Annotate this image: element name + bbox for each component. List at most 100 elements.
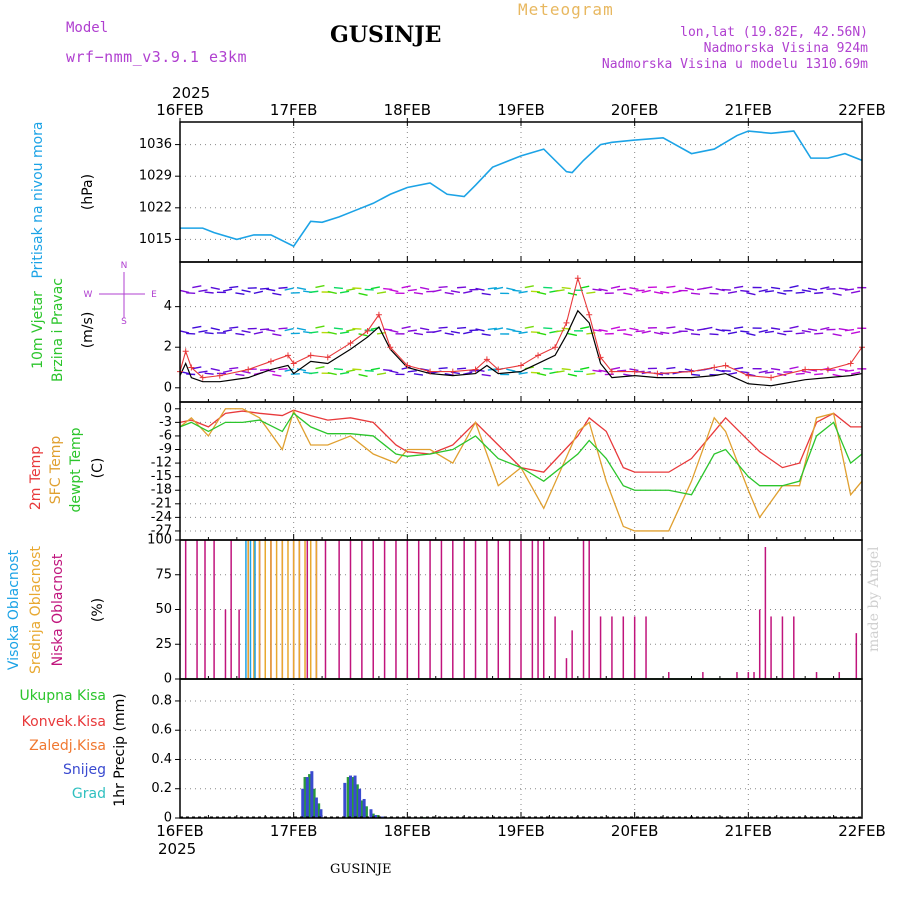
wind-barb [592, 329, 602, 332]
wind-barb [789, 366, 799, 370]
wind-barb [407, 288, 417, 292]
precip-snow-bar [314, 797, 318, 818]
wind-barb [450, 371, 461, 375]
wind-barb [407, 329, 417, 332]
wind-barb [795, 291, 805, 294]
wind-gust-marker [472, 366, 479, 373]
wind-barb [623, 292, 633, 296]
wind-barb [764, 290, 774, 293]
wind-barb [832, 292, 842, 296]
mid-cloud-title: Srednja Oblacnost [28, 546, 44, 674]
wind-barb [666, 366, 676, 370]
precip-total-bar [312, 788, 316, 818]
wind-barb [266, 328, 276, 332]
wind-barb [580, 285, 590, 289]
wind-barb [690, 333, 701, 336]
wind-barb [186, 373, 196, 376]
wind-title-1: 10m Vjetar [30, 291, 46, 369]
wind-barb [493, 286, 504, 290]
wind-barb [610, 366, 621, 371]
wind-barb [346, 328, 356, 332]
precip-total-bar [351, 777, 355, 818]
wind-barb [524, 285, 534, 289]
precip-snow-bar [349, 775, 352, 818]
y-tick-label: -24 [151, 510, 172, 525]
y-tick-label: 100 [147, 533, 172, 548]
wind-barb [777, 372, 787, 377]
wind-barb [309, 331, 319, 334]
y-tick-label: 1029 [139, 169, 172, 184]
wind-barb [586, 372, 596, 376]
wind-barb [844, 288, 855, 291]
wind-barb [339, 331, 350, 335]
wind-barb [740, 289, 750, 293]
compass-w: W [84, 290, 93, 300]
wind-barb [481, 373, 491, 377]
wind-barb [450, 290, 461, 294]
wind-barb [795, 332, 805, 335]
wind-barb [493, 327, 504, 331]
x-tick-label-top: 17FEB [270, 101, 317, 119]
low-cloud-title: Niska Oblacnost [50, 553, 66, 666]
y-tick-label: -12 [151, 456, 172, 471]
wind-barb [352, 368, 362, 371]
wind-barb [721, 329, 731, 332]
wind-barb [186, 292, 196, 295]
cloud-unit: (%) [90, 598, 106, 622]
wind-barb [690, 373, 701, 377]
wind-barb [623, 332, 633, 336]
wind-gust-marker [216, 372, 223, 379]
wind-gust-marker [347, 340, 354, 347]
wind-barb [487, 287, 497, 290]
y-tick-label: 0 [164, 401, 172, 416]
coords-label: lon,lat (19.82E, 42.56N) [680, 25, 868, 40]
wind-barb [641, 289, 651, 294]
wind-barb [450, 330, 461, 334]
high-cloud-title: Visoka Oblacnost [6, 549, 22, 670]
wind-barb [814, 373, 824, 376]
sfc-title: SFC Temp [48, 436, 64, 505]
wind-barb [487, 327, 497, 331]
wind-barb [789, 325, 799, 329]
wind-gust-marker [586, 311, 593, 318]
precip-total-bar [308, 774, 312, 818]
wind-barb [222, 369, 233, 373]
wind-barb [309, 290, 319, 294]
wind-barb [635, 330, 645, 333]
wind-barb [758, 370, 768, 374]
wind-barb [518, 331, 528, 335]
pressure-line [180, 130, 863, 248]
wind-gust-marker [182, 348, 189, 355]
meteogram-label: Meteogram [518, 0, 614, 19]
precip-total-bar [303, 777, 307, 818]
wind-barb [666, 326, 676, 329]
y-tick-label: -18 [151, 483, 172, 498]
wind-barb [438, 286, 448, 289]
wind-barb [770, 286, 781, 290]
wind-barb [530, 371, 540, 374]
wind-gust-marker [654, 370, 661, 377]
wind-barb [266, 288, 276, 292]
wind-barb [253, 331, 264, 335]
wind-barb [684, 368, 695, 372]
wind-gust-marker [404, 362, 411, 369]
wind-barb [346, 369, 356, 373]
wind-barb [204, 372, 214, 375]
wind-barb [684, 327, 695, 332]
wind-barb [296, 286, 307, 291]
wind-barb [315, 325, 325, 329]
x-tick-label-bottom: 21FEB [725, 822, 772, 840]
wind-barb [610, 326, 621, 330]
wind-gust-marker [483, 356, 490, 363]
wind-barb [758, 329, 768, 333]
wind-gust-marker [364, 327, 371, 334]
wind-barb [444, 291, 454, 295]
wind-barb [536, 372, 547, 377]
wind-barb [629, 368, 639, 372]
y-tick-label: -27 [151, 523, 172, 538]
wind-barb [740, 371, 750, 374]
wind-barb [309, 371, 319, 375]
x-tick-label-bottom: 20FEB [611, 822, 658, 840]
x-tick-label-bottom: 18FEB [384, 822, 431, 840]
wind-barb [641, 330, 651, 334]
